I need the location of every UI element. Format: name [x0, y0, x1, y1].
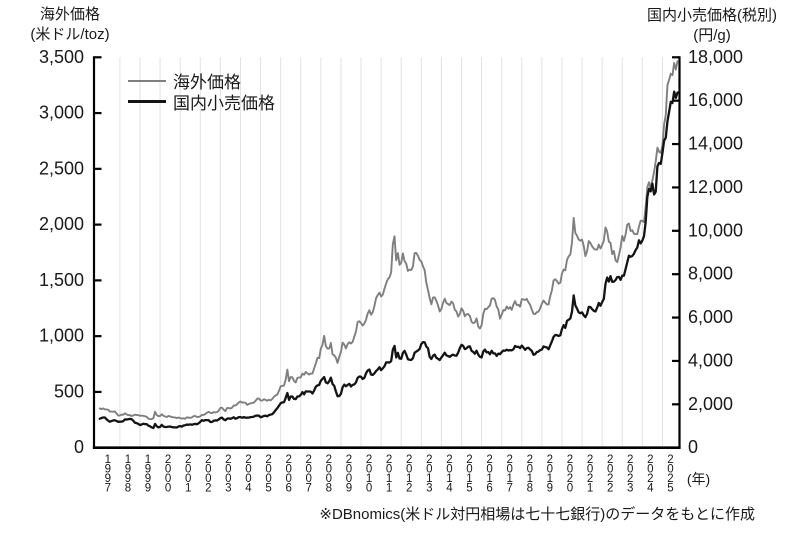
left-axis-tick-label: 2,500 [39, 158, 84, 178]
right-axis-tick-label: 14,000 [688, 134, 743, 154]
legend-item-domestic-retail-price: 国内小売価格 [128, 91, 275, 113]
right-axis-tick-label: 2,000 [688, 394, 733, 414]
right-axis-tick-label: 8,000 [688, 264, 733, 284]
left-axis-title: 海外価格 (米ドル/toz) [8, 5, 132, 44]
left-axis-tick-label: 1,500 [39, 270, 84, 290]
legend-label-overseas-price: 海外価格 [173, 73, 241, 92]
x-axis-unit-label: (年) [687, 471, 710, 487]
series-line-overseas-price [98, 60, 679, 421]
domestic-retail-price-line-swatch [128, 100, 166, 103]
series-line-domestic-retail-price [98, 90, 679, 430]
right-axis-tick-label: 12,000 [688, 177, 743, 197]
left-axis-tick-label: 500 [54, 381, 84, 401]
left-axis-tick-label: 2,000 [39, 214, 84, 234]
legend-label-domestic-retail-price: 国内小売価格 [173, 94, 275, 113]
right-axis-tick-label: 6,000 [688, 307, 733, 327]
legend: 海外価格 国内小売価格 [128, 70, 275, 113]
source-note: ※DBnomics(米ドル対円相場は七十七銀行)のデータをもとに作成 [319, 506, 755, 523]
left-axis-tick-label: 3,000 [39, 103, 84, 123]
legend-item-overseas-price: 海外価格 [128, 70, 275, 92]
right-axis-tick-label: 4,000 [688, 350, 733, 370]
right-axis-tick-label: 10,000 [688, 220, 743, 240]
right-axis-tick-label: 18,000 [688, 47, 743, 67]
left-axis-title-line2: (米ドル/toz) [30, 25, 110, 43]
left-axis-tick-label: 3,500 [39, 47, 84, 67]
right-axis-tick-label: 0 [688, 437, 698, 457]
right-axis-title-line1: 国内小売価格(税別) [647, 7, 777, 24]
right-axis-title-line2: (円/g) [693, 26, 731, 44]
left-axis-tick-label: 0 [74, 437, 84, 457]
right-axis-tick-label: 16,000 [688, 90, 743, 110]
overseas-price-line-swatch [128, 79, 166, 82]
left-axis-title-line1: 海外価格 [39, 6, 100, 23]
left-axis-tick-label: 1,000 [39, 326, 84, 346]
right-axis-title: 国内小売価格(税別) (円/g) [630, 6, 794, 45]
